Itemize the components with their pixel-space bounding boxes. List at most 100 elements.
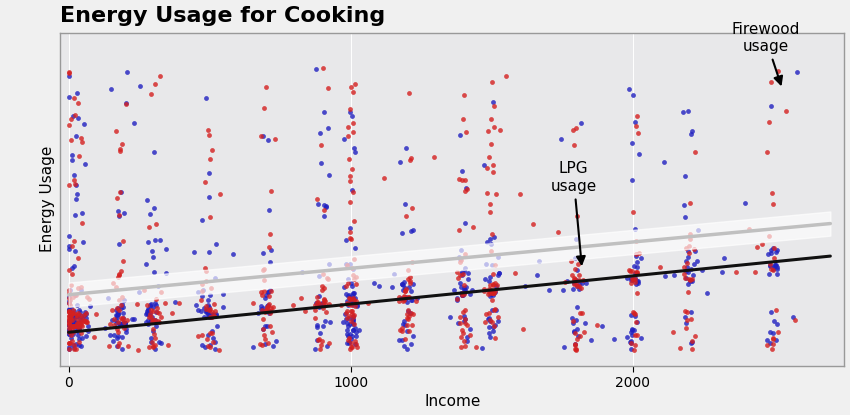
Point [348, 298, 362, 304]
Point [488, 289, 502, 295]
Point [315, 337, 329, 344]
Point [322, 340, 336, 347]
Point [491, 318, 505, 325]
Point [567, 281, 581, 288]
Point [630, 122, 643, 129]
Point [573, 310, 586, 316]
Point [570, 235, 583, 242]
Point [73, 321, 87, 327]
Point [116, 304, 129, 310]
Point [260, 308, 274, 314]
Point [341, 298, 354, 304]
Point [148, 334, 162, 341]
Point [255, 307, 269, 314]
Point [487, 306, 501, 313]
Point [262, 309, 275, 316]
Point [110, 305, 124, 311]
Point [630, 259, 643, 266]
Point [203, 314, 217, 320]
Point [119, 100, 133, 107]
Point [203, 329, 217, 336]
Point [568, 277, 581, 284]
Point [630, 269, 643, 275]
Point [63, 301, 76, 308]
Point [114, 305, 128, 312]
Point [481, 316, 495, 322]
Point [342, 133, 355, 139]
Point [65, 342, 79, 348]
Point [342, 280, 355, 286]
Point [456, 269, 469, 276]
Point [486, 281, 500, 288]
Point [346, 320, 360, 327]
Point [573, 333, 586, 339]
Point [264, 247, 278, 253]
Point [201, 297, 214, 303]
Point [70, 320, 83, 327]
Point [261, 137, 275, 143]
Point [459, 128, 473, 135]
Point [348, 294, 361, 301]
Point [118, 320, 132, 327]
Point [484, 287, 498, 293]
Point [343, 178, 357, 184]
Point [343, 225, 357, 231]
Point [258, 332, 271, 339]
Point [480, 165, 494, 171]
Point [187, 249, 201, 256]
Point [572, 281, 586, 288]
Point [683, 230, 696, 237]
Point [166, 309, 179, 316]
Point [260, 322, 274, 329]
Point [152, 339, 166, 345]
Point [314, 345, 327, 352]
Point [630, 253, 643, 260]
Point [760, 342, 774, 349]
Point [258, 84, 272, 90]
Point [456, 270, 470, 277]
Point [455, 333, 468, 340]
Point [201, 127, 214, 133]
Point [570, 266, 584, 273]
Point [116, 315, 129, 322]
Point [154, 314, 167, 321]
Point [772, 68, 785, 75]
Point [402, 328, 416, 334]
Point [321, 276, 335, 282]
Point [200, 308, 213, 315]
Point [66, 324, 80, 330]
Point [393, 294, 406, 301]
Point [343, 199, 357, 205]
Point [634, 254, 648, 261]
Point [427, 154, 440, 161]
Point [400, 314, 414, 321]
Point [77, 120, 91, 127]
Point [403, 293, 416, 300]
Point [72, 338, 86, 345]
Point [756, 241, 769, 247]
Point [263, 258, 276, 265]
Point [63, 246, 76, 252]
Point [70, 346, 83, 353]
Point [71, 314, 85, 320]
Point [216, 290, 230, 297]
Point [110, 307, 123, 313]
Point [65, 326, 78, 332]
Point [110, 305, 124, 311]
Point [542, 286, 556, 293]
Point [107, 315, 121, 322]
Point [65, 317, 79, 324]
Point [486, 324, 500, 330]
Point [763, 261, 777, 268]
Point [112, 339, 126, 346]
Point [762, 233, 776, 239]
Point [339, 283, 353, 289]
Point [314, 302, 327, 309]
Point [626, 177, 639, 183]
Point [343, 234, 357, 241]
Point [206, 146, 219, 153]
Point [491, 254, 505, 260]
Point [684, 266, 698, 273]
Point [679, 320, 693, 327]
Point [148, 300, 162, 306]
